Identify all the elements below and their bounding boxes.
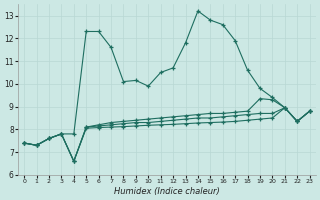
X-axis label: Humidex (Indice chaleur): Humidex (Indice chaleur): [114, 187, 220, 196]
